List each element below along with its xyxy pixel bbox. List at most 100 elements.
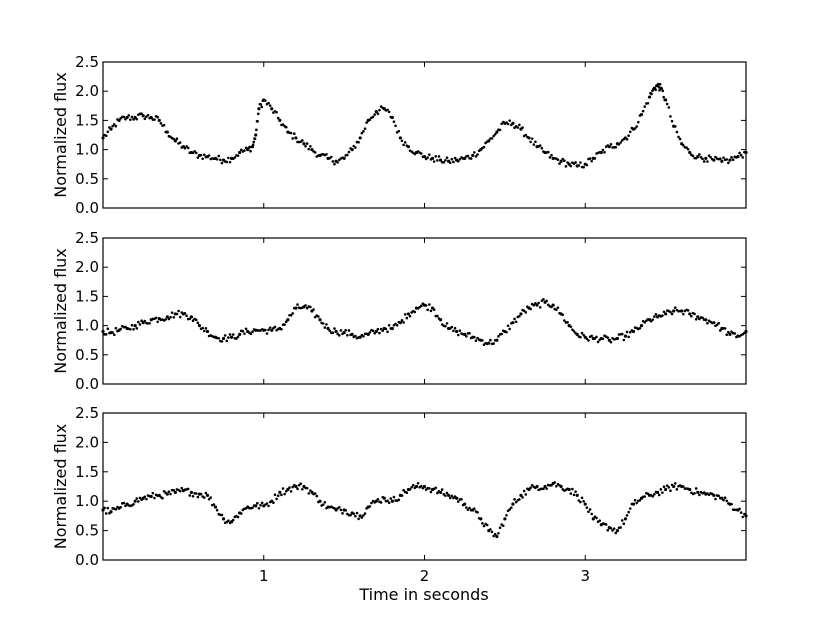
data-point-texture (477, 517, 481, 520)
data-point-texture (116, 505, 119, 509)
data-point-texture (178, 315, 182, 319)
data-point-texture (529, 140, 532, 144)
data-point-texture (164, 318, 167, 321)
data-point (511, 502, 515, 506)
data-point-texture (506, 324, 510, 328)
data-point-texture (292, 306, 296, 310)
data-point-texture (172, 137, 176, 141)
data-point-texture (701, 316, 704, 320)
data-point-texture (490, 530, 494, 534)
data-point-texture (466, 508, 470, 512)
data-point-texture (378, 331, 381, 335)
data-point-texture (161, 496, 164, 500)
data-point-texture (268, 500, 272, 504)
data-point-texture (199, 153, 203, 157)
data-point-texture (309, 145, 312, 148)
data-point-texture (686, 487, 690, 491)
data-point-texture (434, 155, 438, 158)
data-point-texture (301, 487, 304, 491)
data-point (221, 517, 226, 521)
data-point-texture (662, 310, 666, 314)
data-point-texture (354, 334, 357, 338)
data-point-texture (301, 139, 304, 142)
data-point-texture (341, 332, 344, 336)
data-point (591, 517, 595, 521)
data-point-texture (489, 338, 492, 342)
data-point-texture (312, 308, 315, 311)
data-point-texture (542, 150, 545, 153)
data-point-texture (437, 155, 441, 158)
data-point-texture (347, 329, 351, 332)
data-point-texture (143, 117, 147, 121)
data-point-texture (580, 496, 584, 500)
data-point-texture (501, 120, 505, 124)
data-point (141, 114, 145, 118)
data-point-texture (657, 493, 661, 497)
data-point-texture (122, 501, 126, 505)
data-point-texture (243, 149, 246, 152)
data-point-texture (638, 326, 642, 330)
data-point-texture (215, 508, 219, 512)
data-point-texture (476, 511, 479, 514)
data-point-texture (436, 159, 439, 162)
data-point-texture (338, 334, 341, 337)
data-point-texture (627, 510, 630, 514)
data-point-texture (135, 327, 139, 330)
data-point (205, 329, 210, 334)
data-point-texture (735, 508, 738, 512)
data-point-texture (572, 329, 576, 333)
data-point-texture (185, 314, 188, 318)
data-point-texture (386, 499, 389, 503)
data-point-texture (678, 137, 682, 141)
data-points (101, 298, 748, 346)
data-point-texture (175, 137, 179, 140)
data-point-texture (722, 498, 725, 502)
data-point-texture (194, 151, 198, 155)
data-point-texture (678, 484, 682, 487)
data-point-texture (156, 494, 159, 497)
data-point-texture (267, 504, 270, 508)
data-point-texture (633, 127, 637, 130)
data-point-texture (585, 337, 589, 341)
data-point-texture (574, 161, 577, 164)
data-point-texture (650, 92, 653, 96)
data-point-texture (429, 490, 433, 494)
data-point-texture (257, 506, 261, 510)
data-point-texture (450, 325, 454, 329)
data-point-texture (614, 145, 618, 149)
data-point-texture (252, 328, 256, 331)
data-point-texture (212, 503, 216, 506)
data-point-texture (694, 318, 698, 321)
data-point-texture (659, 488, 663, 491)
data-point-texture (452, 329, 455, 333)
data-point-texture (577, 164, 581, 167)
data-point-texture (264, 99, 267, 102)
data-point (720, 159, 724, 163)
data-point-texture (251, 143, 255, 146)
data-point-texture (582, 165, 585, 169)
data-point-texture (710, 492, 714, 496)
data-point-texture (682, 144, 685, 147)
data-point-texture (331, 160, 335, 163)
data-point-texture (571, 487, 574, 491)
data-point-texture (130, 115, 134, 119)
data-point-texture (188, 494, 192, 497)
data-point-texture (283, 323, 286, 326)
data-point (543, 484, 547, 489)
data-point-texture (289, 313, 293, 317)
data-point-texture (461, 332, 465, 336)
data-point-texture (112, 123, 116, 126)
data-point-texture (473, 507, 476, 511)
data-point-texture (405, 491, 409, 495)
data-point-texture (582, 333, 585, 337)
data-point-texture (196, 156, 200, 159)
data-point (447, 493, 451, 497)
data-point-texture (296, 303, 299, 306)
data-point-texture (413, 486, 417, 490)
data-point-texture (524, 493, 528, 496)
data-point-texture (529, 307, 532, 311)
data-point-texture (284, 320, 288, 324)
data-point (189, 315, 194, 319)
data-point-texture (186, 487, 190, 491)
